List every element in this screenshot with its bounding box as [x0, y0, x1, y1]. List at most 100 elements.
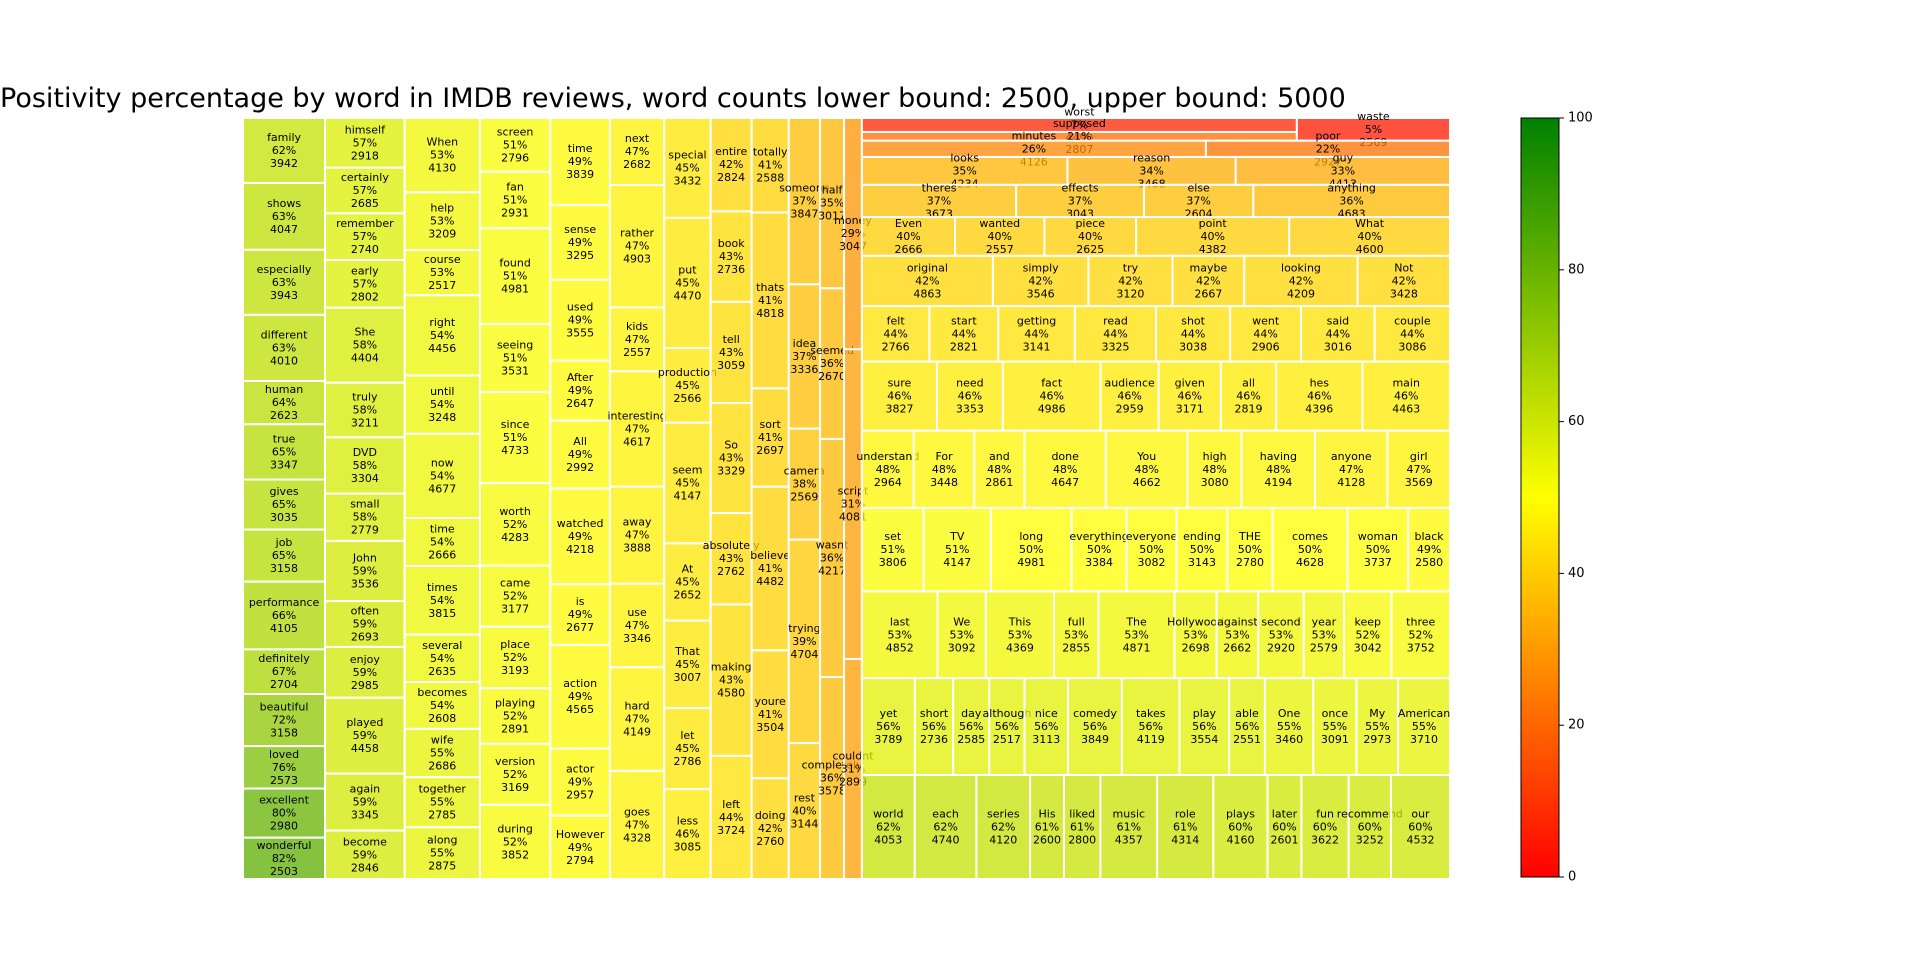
cell-word: certainly	[341, 171, 389, 184]
cell-count: 2861	[985, 476, 1013, 489]
cell-percent: 54%	[430, 699, 454, 712]
cell-count: 3141	[1023, 340, 1051, 353]
cell-word: course	[424, 253, 461, 266]
cell-percent: 37%	[792, 195, 816, 208]
cell-count: 2503	[270, 865, 298, 878]
cell-count: 4404	[351, 352, 379, 365]
cell-percent: 45%	[675, 477, 699, 490]
cell-percent: 46%	[958, 390, 982, 403]
cell-count: 2608	[428, 712, 456, 725]
cell-count: 2677	[566, 621, 594, 634]
cell-rect	[1389, 774, 1452, 881]
cell-word: again	[350, 783, 381, 796]
cell-word: left	[722, 798, 741, 811]
cell-percent: 50%	[1190, 543, 1214, 556]
cell-percent: 35%	[820, 197, 844, 210]
cell-percent: 58%	[353, 459, 377, 472]
cell-count: 3047	[839, 240, 867, 253]
cell-percent: 61%	[1070, 821, 1094, 834]
cell-count: 3007	[673, 671, 701, 684]
cell-count: 2697	[756, 444, 784, 457]
cell-percent: 45%	[675, 276, 699, 289]
cell-count: 4314	[1171, 834, 1199, 847]
cell-rect	[549, 814, 611, 880]
cell-percent: 42%	[915, 274, 939, 287]
cell-percent: 36%	[820, 772, 844, 785]
cell-word: everyone	[1126, 530, 1178, 543]
cell-count: 3171	[1176, 403, 1204, 416]
cell-percent: 50%	[1019, 543, 1043, 556]
cell-count: 4217	[818, 565, 846, 578]
cell-word: main	[1392, 377, 1420, 390]
cell-word: couple	[1394, 314, 1431, 327]
colorbar-tick-label: 100	[1568, 111, 1593, 126]
cell-rect	[989, 506, 1073, 593]
cell-percent: 5%	[1365, 123, 1382, 136]
cell-word: looks	[950, 151, 979, 164]
cell-word: worst	[1064, 105, 1095, 118]
cell-count: 3815	[428, 607, 456, 620]
cell-rect	[1067, 677, 1123, 777]
cell-count: 4105	[270, 622, 298, 635]
cell-word: black	[1414, 530, 1444, 543]
cell-percent: 45%	[675, 575, 699, 588]
cell-percent: 44%	[952, 327, 976, 340]
cell-count: 2557	[623, 346, 651, 359]
cell-percent: 46%	[1236, 390, 1260, 403]
cell-count: 2824	[717, 171, 745, 184]
cell-rect	[1373, 305, 1452, 363]
cell-percent: 57%	[353, 230, 377, 243]
cell-rect	[663, 347, 712, 424]
cell-percent: 57%	[353, 184, 377, 197]
cell-count: 4194	[1264, 476, 1292, 489]
cell-word: looking	[1281, 261, 1321, 274]
cell-word: For	[935, 450, 953, 463]
cell-count: 4128	[1337, 476, 1365, 489]
cell-percent: 43%	[719, 250, 743, 263]
cell-word: found	[499, 257, 531, 270]
cell-rect	[608, 117, 666, 186]
cell-percent: 47%	[625, 713, 649, 726]
cell-rect	[324, 166, 406, 215]
cell-percent: 59%	[353, 729, 377, 742]
cell-rect	[242, 745, 327, 790]
cell-rect	[478, 170, 552, 230]
cell-count: 2985	[351, 679, 379, 692]
cell-rect	[242, 648, 327, 695]
cell-word: camera	[784, 465, 826, 478]
cell-word: entire	[715, 145, 747, 158]
cell-count: 3120	[1116, 287, 1144, 300]
cell-word: trying	[788, 622, 820, 635]
cell-count: 2973	[1363, 733, 1391, 746]
cell-count: 4662	[1133, 476, 1161, 489]
cell-word: piece	[1075, 217, 1105, 230]
cell-count: 3059	[717, 359, 745, 372]
cell-word: let	[680, 729, 695, 742]
cell-rect	[242, 248, 327, 316]
cell-rect	[1240, 429, 1317, 509]
cell-rect	[860, 677, 916, 777]
cell-word: totally	[753, 146, 788, 159]
cell-word: seem	[672, 464, 702, 477]
cell-rect	[1390, 590, 1451, 680]
cell-count: 4149	[623, 726, 651, 739]
cell-count: 2794	[566, 854, 594, 867]
cell-word: original	[907, 261, 948, 274]
cell-percent: 54%	[430, 535, 454, 548]
cell-percent: 65%	[272, 498, 296, 511]
cell-percent: 49%	[568, 841, 592, 854]
cell-count: 3082	[1137, 556, 1165, 569]
